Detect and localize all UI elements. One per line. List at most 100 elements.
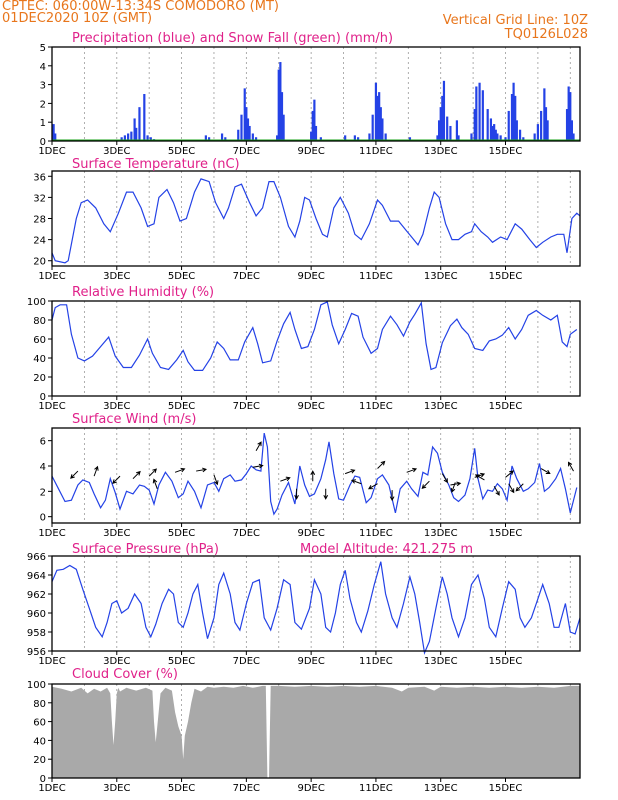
wind-arrow [294,488,299,500]
precip-bar [565,109,569,141]
precip-bar [408,137,412,141]
precip-bar [570,120,574,141]
y-tick-label: 6 [40,437,46,448]
precip-bar [138,107,141,141]
wind-arrow [196,467,208,473]
x-tick-label: 5DEC [168,528,195,539]
wind-arrow [567,461,574,472]
y-tick-label: 0 [40,392,46,403]
wind-arrow [515,483,524,492]
precip-bar [522,137,525,141]
precip-bar [246,118,250,141]
panel-title: Precipitation (blue) and Snow Fall (gree… [72,31,393,46]
x-tick-label: 7DEC [233,271,260,282]
wind-arrow [421,480,430,490]
x-tick-label: 5DEC [168,656,195,667]
precip-bar [536,124,539,141]
panel-3 [48,300,581,400]
precip-bar [546,120,549,141]
precip-bar [123,135,126,141]
x-tick-label: 15DEC [489,528,523,539]
wind-arrow [389,490,395,502]
run-date: 01DEC2020 10Z (GMT) [2,11,153,26]
model-altitude: Model Altitude: 421.275 m [300,542,473,557]
x-tick-label: 13DEC [424,528,458,539]
y-tick-label: 2 [40,99,46,110]
x-tick-label: 15DEC [489,146,523,157]
x-tick-label: 3DEC [103,783,130,794]
precip-bar [313,99,316,141]
panel-title: Surface Temperature (nC) [72,157,240,172]
wind-arrow [255,441,262,452]
precip-bar [457,135,460,141]
x-tick-label: 1DEC [38,783,65,794]
precip-bar [507,110,510,141]
wind-arrow [350,479,362,485]
y-tick-label: 60 [33,718,46,729]
precip-bar [240,114,243,141]
x-tick-label: 1DEC [38,146,65,157]
precip-bar [475,86,478,141]
precip-bar [52,124,55,141]
precip-bar [54,133,57,141]
y-tick-label: 60 [33,335,46,346]
precip-bar [279,62,282,141]
precip-bar [493,124,496,141]
wind-arrow [505,470,514,478]
precip-bar [437,120,441,141]
panel-frame [51,555,581,652]
precip-bar [449,125,452,141]
y-tick-label: 20 [33,755,46,766]
precip-bar [544,107,548,141]
precip-bar [470,133,473,141]
precip-bar [543,88,546,141]
wind-arrow [367,483,378,490]
precip-bar [518,129,522,141]
x-tick-label: 11DEC [359,271,393,282]
precip-bar [277,69,280,141]
x-tick-label: 13DEC [424,401,458,412]
precip-bar [371,114,374,141]
precip-bar [489,118,493,141]
precip-bar [344,135,347,141]
precip-bar [442,80,446,141]
precip-bar [441,95,444,141]
wind-arrow [132,470,141,480]
wind-arrow [450,482,456,493]
precip-bar [494,129,497,141]
precip-bar [491,125,494,141]
precip-bar [540,110,543,141]
panel-title: Cloud Cover (%) [72,667,178,682]
y-tick-label: 24 [33,236,46,247]
precip-bar [208,137,211,141]
humidity-line [51,301,578,371]
y-tick-label: 3 [40,81,46,92]
x-tick-label: 11DEC [359,146,393,157]
station-title: CPTEC: 060:00W-13:34S COMODORO (MT) [2,0,279,14]
wind-arrow [474,474,485,481]
panel-title: Surface Pressure (hPa) [72,542,219,557]
precip-bar [310,131,313,141]
panel-frame [51,300,581,397]
x-tick-label: 15DEC [489,271,523,282]
precip-bar [314,125,318,141]
precip-bar [353,135,356,141]
x-tick-label: 3DEC [103,146,130,157]
temperature-line [51,178,581,264]
wind-arrow [323,488,329,500]
y-tick-label: 1 [40,118,46,129]
precip-bar [504,137,507,141]
y-tick-label: 36 [33,172,46,183]
y-tick-label: 100 [27,680,46,691]
precip-bar [245,107,248,141]
wind-arrow [213,474,219,486]
x-tick-label: 9DEC [297,656,324,667]
wind-arrow [148,468,157,477]
x-tick-label: 5DEC [168,271,195,282]
precip-bar [146,135,149,141]
y-tick-label: 40 [33,354,46,365]
x-tick-label: 11DEC [359,528,393,539]
wind-arrow [508,483,515,494]
x-tick-label: 9DEC [297,783,324,794]
precip-bar [481,90,484,141]
